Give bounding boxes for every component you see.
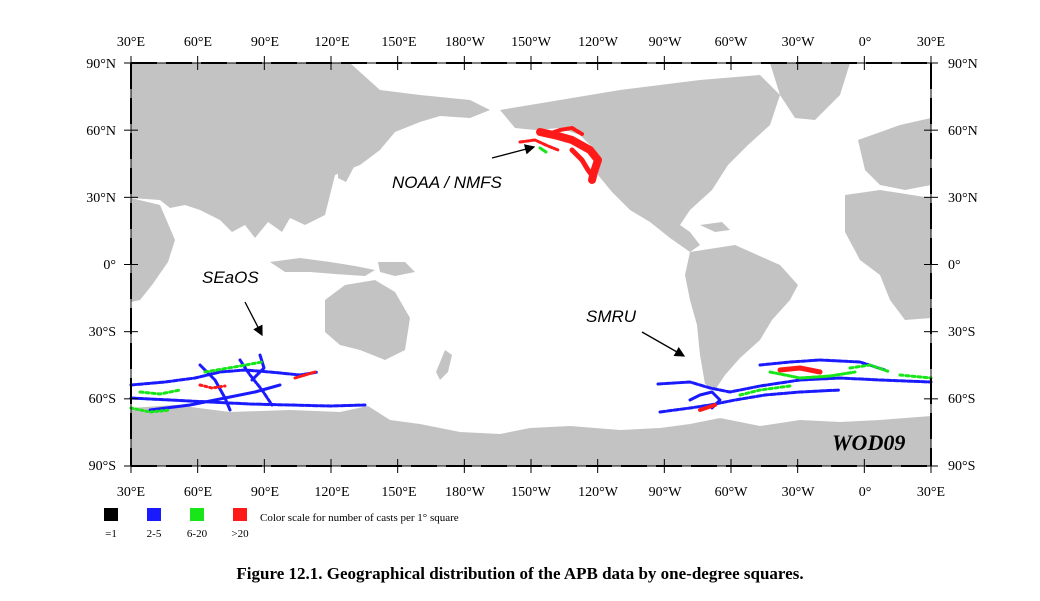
top-lon-label: 90°E bbox=[251, 35, 279, 50]
legend-swatch-6-20 bbox=[190, 508, 204, 521]
top-lon-label: 120°E bbox=[314, 35, 349, 50]
left-lat-label: 90°N bbox=[86, 57, 116, 72]
smru-data bbox=[656, 358, 933, 414]
legend: =1 2-5 6-20 >20 Color scale for number o… bbox=[98, 508, 698, 548]
bottom-lon-label: 30°W bbox=[782, 485, 816, 500]
top-lon-label: 150°E bbox=[381, 35, 416, 50]
top-lon-label: 120°W bbox=[578, 35, 619, 50]
distribution-map: 30°E 60°E 90°E 120°E 150°E 180°W 150°W 1… bbox=[86, 35, 978, 500]
smru-arrow-icon bbox=[641, 331, 686, 357]
land-new-zealand bbox=[436, 350, 452, 380]
land-north-america bbox=[500, 75, 780, 252]
legend-label-1: =1 bbox=[105, 528, 117, 540]
noaa-arrow-icon bbox=[491, 144, 536, 159]
land-africa-west bbox=[131, 198, 175, 302]
bottom-lon-labels: 30°E 60°E 90°E 120°E 150°E 180°W 150°W 1… bbox=[117, 485, 945, 500]
seaos-data bbox=[129, 353, 367, 414]
land-japan bbox=[338, 150, 355, 182]
land-south-america bbox=[685, 245, 798, 390]
bottom-lon-label: 180°W bbox=[445, 485, 486, 500]
top-lon-labels: 30°E 60°E 90°E 120°E 150°E 180°W 150°W 1… bbox=[117, 35, 945, 50]
smru-annotation: SMRU bbox=[586, 307, 637, 326]
noaa-annotation: NOAA / NMFS bbox=[392, 173, 503, 192]
legend-label-2-5: 2-5 bbox=[146, 528, 162, 540]
top-lon-label: 60°E bbox=[184, 35, 212, 50]
figure-caption: Figure 12.1. Geographical distribution o… bbox=[236, 564, 804, 583]
bottom-lon-label: 90°E bbox=[251, 485, 279, 500]
bottom-lon-label: 90°W bbox=[649, 485, 683, 500]
left-lat-label: 30°S bbox=[89, 325, 116, 340]
land-indonesia bbox=[270, 258, 375, 276]
land-antarctica bbox=[131, 405, 931, 466]
legend-label-6-20: 6-20 bbox=[186, 528, 208, 540]
legend-label-gt20: >20 bbox=[231, 528, 249, 540]
top-lon-label: 90°W bbox=[649, 35, 683, 50]
land-australia bbox=[325, 280, 410, 360]
right-lat-label: 30°N bbox=[948, 191, 978, 206]
top-lon-label: 30°E bbox=[117, 35, 145, 50]
top-lon-label: 150°W bbox=[511, 35, 552, 50]
right-lat-label: 90°N bbox=[948, 57, 978, 72]
left-lat-label: 0° bbox=[103, 258, 116, 273]
bottom-lon-label: 60°E bbox=[184, 485, 212, 500]
bottom-lon-label: 150°E bbox=[381, 485, 416, 500]
top-lon-label: 30°E bbox=[917, 35, 945, 50]
seaos-annotation: SEaOS bbox=[202, 268, 259, 287]
top-lon-label: 180°W bbox=[445, 35, 486, 50]
right-lat-label: 0° bbox=[948, 258, 961, 273]
land-greenland bbox=[770, 63, 850, 120]
bottom-lon-label: 30°E bbox=[117, 485, 145, 500]
land-new-guinea bbox=[378, 262, 415, 276]
right-lat-label: 30°S bbox=[948, 325, 975, 340]
legend-description: Color scale for number of casts per 1° s… bbox=[260, 512, 459, 524]
left-lat-label: 90°S bbox=[89, 459, 116, 474]
noaa-nmfs-data bbox=[518, 126, 602, 184]
bottom-lon-label: 30°E bbox=[917, 485, 945, 500]
bottom-lon-label: 60°W bbox=[715, 485, 749, 500]
land-masses bbox=[131, 63, 931, 466]
land-europe bbox=[858, 118, 931, 190]
bottom-lon-label: 120°W bbox=[578, 485, 619, 500]
top-lon-label: 60°W bbox=[715, 35, 749, 50]
right-lat-label: 60°S bbox=[948, 392, 975, 407]
land-caribbean bbox=[700, 222, 730, 232]
left-lat-label: 60°S bbox=[89, 392, 116, 407]
land-africa-east bbox=[845, 190, 931, 320]
right-lat-labels: 90°N 60°N 30°N 0° 30°S 60°S 90°S bbox=[948, 57, 978, 474]
right-lat-label: 90°S bbox=[948, 459, 975, 474]
legend-swatch-1 bbox=[104, 508, 118, 521]
left-lat-label: 30°N bbox=[86, 191, 116, 206]
legend-swatch-2-5 bbox=[147, 508, 161, 521]
seaos-arrow-icon bbox=[244, 301, 263, 337]
top-lon-label: 30°W bbox=[782, 35, 816, 50]
wod09-watermark: WOD09 bbox=[832, 430, 905, 455]
legend-swatch-gt20 bbox=[233, 508, 247, 521]
left-lat-labels: 90°N 60°N 30°N 0° 30°S 60°S 90°S bbox=[86, 57, 116, 474]
top-lon-label: 0° bbox=[859, 35, 872, 50]
bottom-lon-label: 150°W bbox=[511, 485, 552, 500]
axis-ticks bbox=[124, 56, 938, 473]
bottom-lon-label: 120°E bbox=[314, 485, 349, 500]
left-lat-label: 60°N bbox=[86, 124, 116, 139]
bottom-lon-label: 0° bbox=[859, 485, 872, 500]
land-eurasia bbox=[131, 63, 490, 238]
right-lat-label: 60°N bbox=[948, 124, 978, 139]
